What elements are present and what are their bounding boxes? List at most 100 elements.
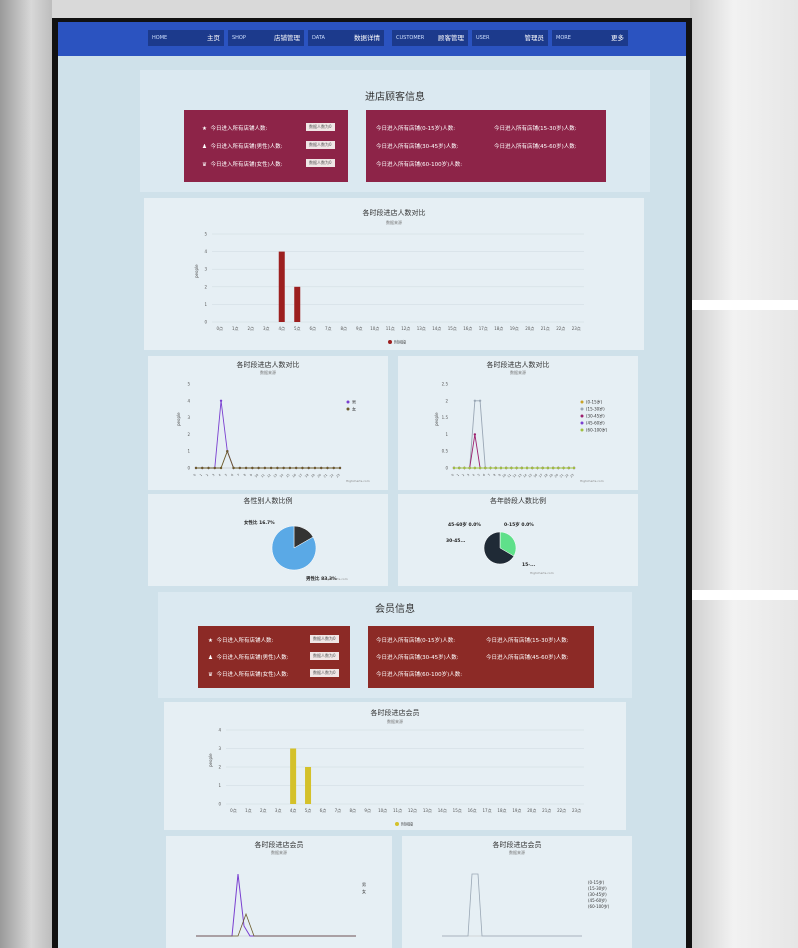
y-tick-label: 5 (187, 382, 190, 387)
age-stat: 今日进入所有店铺(15-30岁)人数: (486, 638, 569, 644)
x-tick-label: 23 (569, 473, 575, 479)
y-tick-label: 2 (187, 432, 190, 437)
nav-user[interactable]: USER 管理员 (472, 30, 548, 46)
data-point (551, 466, 555, 470)
x-tick-label: 21点 (542, 807, 551, 813)
x-tick-label: 11 (507, 473, 513, 479)
male-icon: ♟ (202, 144, 207, 150)
legend-item[interactable]: (60-100岁) (588, 904, 610, 909)
x-tick-label: 10点 (370, 325, 379, 331)
chart-title: 各时段进店人数对比 (236, 361, 300, 369)
legend-item[interactable]: 女 (362, 889, 366, 894)
stat-label: 今日进入所有店铺人数: (216, 638, 274, 644)
count-badge: 数据人数为0 (306, 159, 335, 167)
gender-pie-panel: 各性别人数比例 女性比 16.7% 男性比 83.3% Highcharts.com (148, 494, 388, 586)
data-point (238, 466, 242, 470)
x-tick-label: 14点 (432, 325, 441, 331)
x-tick-label: 8 (492, 473, 496, 477)
x-tick-label: 23点 (572, 807, 581, 813)
legend-marker (395, 822, 399, 826)
legend-label: (15-30岁) (586, 406, 605, 412)
x-tick-label: 19点 (510, 325, 519, 331)
nav-shop[interactable]: SHOP 店铺管理 (228, 30, 304, 46)
series-line (454, 400, 574, 469)
x-tick-label: 3点 (275, 807, 282, 813)
nav-en-label: CUSTOMER (396, 35, 425, 41)
y-tick-label: 0.5 (442, 449, 449, 454)
legend-marker (346, 400, 350, 404)
nav-home[interactable]: HOME 主页 (148, 30, 224, 46)
x-tick-label: 5 (224, 473, 228, 477)
nav-customer[interactable]: CUSTOMER 顾客管理 (392, 30, 468, 46)
x-tick-label: 3 (211, 473, 215, 477)
x-tick-label: 3点 (263, 325, 270, 331)
chart-subtitle: 数据来源 (260, 370, 276, 375)
nav-en-label: MORE (556, 35, 571, 41)
x-tick-label: 15 (285, 473, 291, 479)
y-tick-label: 4 (204, 249, 207, 254)
legend-item[interactable]: 男 (362, 882, 366, 887)
y-tick-label: 4 (187, 398, 190, 403)
age-line-panel: 各时段进店人数对比 数据来源 0 0.5 1 1.5 2 2.5 people 0 1 2 3 4 5 6… (398, 356, 638, 490)
chart-title: 各时段进店会员 (370, 709, 420, 717)
data-point (473, 433, 477, 436)
x-tick-label: 1点 (232, 325, 239, 331)
chart-title: 各时段进店会员 (492, 841, 542, 849)
x-tick-label: 22 (564, 473, 570, 479)
y-tick-label: 0 (204, 320, 207, 325)
x-tick-label: 3 (466, 473, 470, 477)
line-chart-svg (196, 873, 356, 937)
age-stat: 今日进入所有店铺(0-15岁)人数: (376, 126, 456, 132)
legend-item[interactable]: (0-15岁) (588, 880, 605, 885)
legend-label: (60-100岁) (586, 427, 608, 433)
x-tick-label: 22点 (556, 325, 565, 331)
member-left-box: ★ 今日进入所有店铺人数: 数据人数为0 ♟ 今日进入所有店铺(男性)人数: 数… (198, 626, 350, 688)
data-point (531, 466, 534, 470)
legend-item[interactable]: (45-60岁) (588, 898, 607, 903)
x-tick-label: 12点 (401, 325, 410, 331)
age-stat: 今日进入所有店铺(60-100岁)人数: (376, 162, 463, 168)
bezel-top (0, 0, 798, 18)
x-tick-label: 9点 (356, 325, 363, 331)
count-badge: 数据人数为0 (306, 123, 335, 131)
x-tick-label: 5点 (305, 807, 312, 813)
legend-marker (388, 340, 392, 344)
data-point (313, 466, 317, 470)
x-tick-label: 4 (471, 473, 475, 477)
x-tick-label: 1 (199, 473, 203, 477)
stat-label: 今日进入所有店铺(男性)人数: (210, 144, 283, 150)
bezel-right (690, 0, 798, 948)
slice-label: 15-... (522, 562, 536, 568)
legend-marker (580, 428, 584, 432)
y-tick-label: 3 (218, 746, 221, 751)
x-tick-label: 16点 (468, 807, 477, 813)
slice-label: 女性比 16.7% (244, 519, 275, 526)
data-point (458, 466, 461, 470)
customer-info-section: 进店顾客信息 ★ 今日进入所有店铺人数: 数据人数为0 ♟ 今日进入所有店铺(男… (140, 70, 650, 192)
x-tick-label: 20点 (525, 325, 534, 331)
data-point (567, 466, 570, 470)
x-tick-label: 16 (533, 473, 539, 479)
age-stat: 今日进入所有店铺(30-45岁)人数: (376, 144, 459, 150)
data-point (510, 466, 513, 470)
data-point (219, 399, 223, 402)
y-tick-label: 1 (445, 432, 448, 437)
data-point (489, 466, 492, 470)
star-icon: ★ (202, 126, 207, 132)
legend-label: 女 (352, 406, 356, 412)
x-tick-label: 23 (335, 473, 341, 479)
x-tick-label: 16点 (463, 325, 472, 331)
x-tick-label: 8 (243, 473, 247, 477)
male-icon: ♟ (208, 655, 213, 661)
nav-more[interactable]: MORE 更多 (552, 30, 628, 46)
dashboard-screen: HOME 主页 SHOP 店铺管理 DATA 数据详情 CUSTOMER 顾客管理 US… (58, 22, 686, 948)
nav-data[interactable]: DATA 数据详情 (308, 30, 384, 46)
x-tick-label: 7 (487, 473, 491, 477)
slice-label: 30-45... (446, 538, 466, 544)
legend-item[interactable]: (15-30岁) (588, 886, 607, 891)
chart-title: 各性别人数比例 (243, 497, 293, 505)
data-point (494, 466, 497, 470)
x-tick-label: 6点 (309, 325, 316, 331)
legend-item[interactable]: (30-45岁) (588, 892, 607, 897)
data-point (294, 466, 298, 470)
